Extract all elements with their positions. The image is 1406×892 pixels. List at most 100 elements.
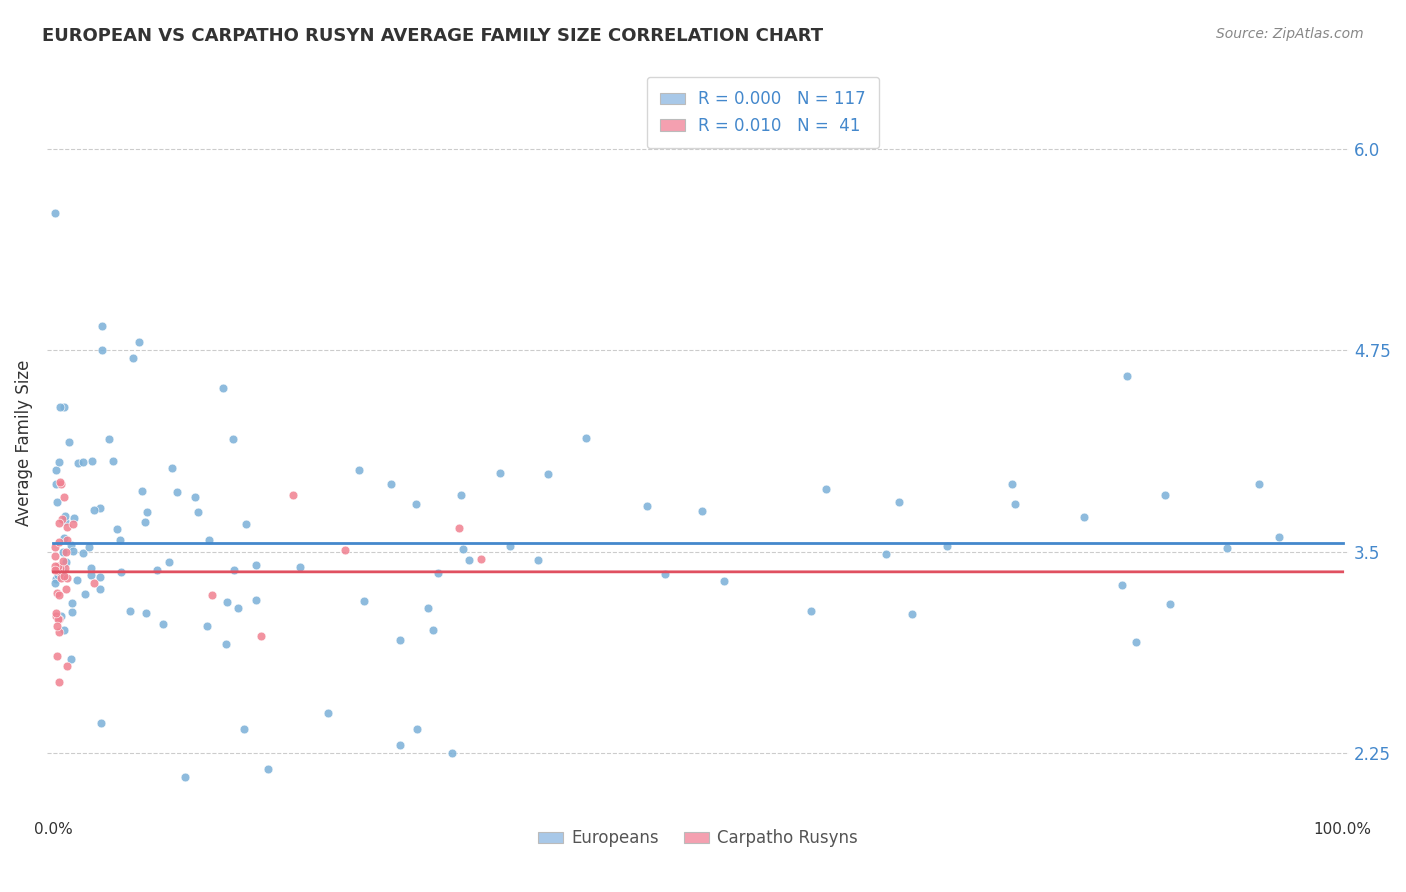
Point — [110, 565, 132, 579]
Point — [799, 604, 821, 618]
Point — [451, 541, 474, 556]
Point — [45, 462, 67, 476]
Point — [166, 485, 188, 500]
Point — [636, 499, 658, 513]
Point — [713, 574, 735, 588]
Point — [55, 533, 77, 547]
Point — [60, 596, 83, 610]
Point — [55, 571, 77, 585]
Point — [46, 586, 69, 600]
Point — [60, 606, 83, 620]
Point — [135, 606, 157, 620]
Point — [79, 561, 101, 575]
Point — [422, 623, 444, 637]
Point — [83, 503, 105, 517]
Point — [48, 535, 70, 549]
Point — [89, 582, 111, 596]
Point — [52, 554, 75, 568]
Point — [48, 588, 70, 602]
Point — [654, 566, 676, 581]
Point — [1249, 477, 1271, 491]
Point — [66, 456, 89, 470]
Point — [131, 484, 153, 499]
Legend: Europeans, Carpatho Rusyns: Europeans, Carpatho Rusyns — [531, 822, 865, 854]
Point — [48, 564, 70, 578]
Point — [48, 516, 70, 530]
Point — [226, 600, 249, 615]
Point — [353, 594, 375, 608]
Point — [46, 567, 69, 582]
Point — [98, 432, 121, 446]
Point — [60, 538, 83, 552]
Point — [1111, 577, 1133, 591]
Point — [690, 504, 713, 518]
Point — [44, 563, 66, 577]
Point — [72, 455, 94, 469]
Point — [333, 543, 356, 558]
Point — [52, 400, 75, 414]
Point — [48, 625, 70, 640]
Point — [215, 637, 238, 651]
Point — [814, 482, 837, 496]
Point — [45, 607, 67, 621]
Point — [51, 568, 73, 582]
Point — [537, 467, 560, 481]
Point — [235, 517, 257, 532]
Point — [52, 624, 75, 638]
Point — [1215, 541, 1237, 556]
Point — [48, 455, 70, 469]
Text: EUROPEAN VS CARPATHO RUSYN AVERAGE FAMILY SIZE CORRELATION CHART: EUROPEAN VS CARPATHO RUSYN AVERAGE FAMIL… — [42, 27, 824, 45]
Point — [201, 588, 224, 602]
Point — [257, 762, 280, 776]
Point — [427, 566, 450, 580]
Point — [51, 512, 73, 526]
Point — [52, 531, 75, 545]
Point — [232, 722, 254, 736]
Point — [90, 715, 112, 730]
Point — [389, 632, 412, 647]
Point — [49, 560, 72, 574]
Point — [380, 477, 402, 491]
Point — [56, 520, 79, 534]
Point — [217, 594, 239, 608]
Point — [195, 618, 218, 632]
Point — [60, 652, 83, 666]
Point — [1073, 510, 1095, 524]
Point — [58, 434, 80, 449]
Point — [90, 343, 112, 358]
Point — [66, 573, 89, 587]
Point — [135, 505, 157, 519]
Point — [80, 454, 103, 468]
Point — [222, 432, 245, 446]
Point — [49, 400, 72, 414]
Point — [159, 555, 181, 569]
Point — [245, 593, 267, 607]
Point — [44, 558, 66, 573]
Point — [416, 600, 439, 615]
Point — [281, 488, 304, 502]
Point — [526, 553, 548, 567]
Point — [498, 539, 520, 553]
Point — [49, 475, 72, 489]
Point — [197, 533, 219, 548]
Point — [83, 576, 105, 591]
Point — [1159, 597, 1181, 611]
Point — [45, 649, 67, 664]
Point — [440, 746, 463, 760]
Point — [105, 522, 128, 536]
Point — [457, 552, 479, 566]
Point — [449, 521, 471, 535]
Point — [44, 549, 66, 563]
Point — [89, 501, 111, 516]
Point — [146, 564, 169, 578]
Point — [62, 516, 84, 531]
Point — [44, 206, 66, 220]
Point — [388, 738, 411, 752]
Point — [72, 546, 94, 560]
Point — [53, 514, 76, 528]
Point — [162, 461, 184, 475]
Point — [52, 545, 75, 559]
Point — [173, 770, 195, 784]
Point — [405, 497, 427, 511]
Point — [49, 476, 72, 491]
